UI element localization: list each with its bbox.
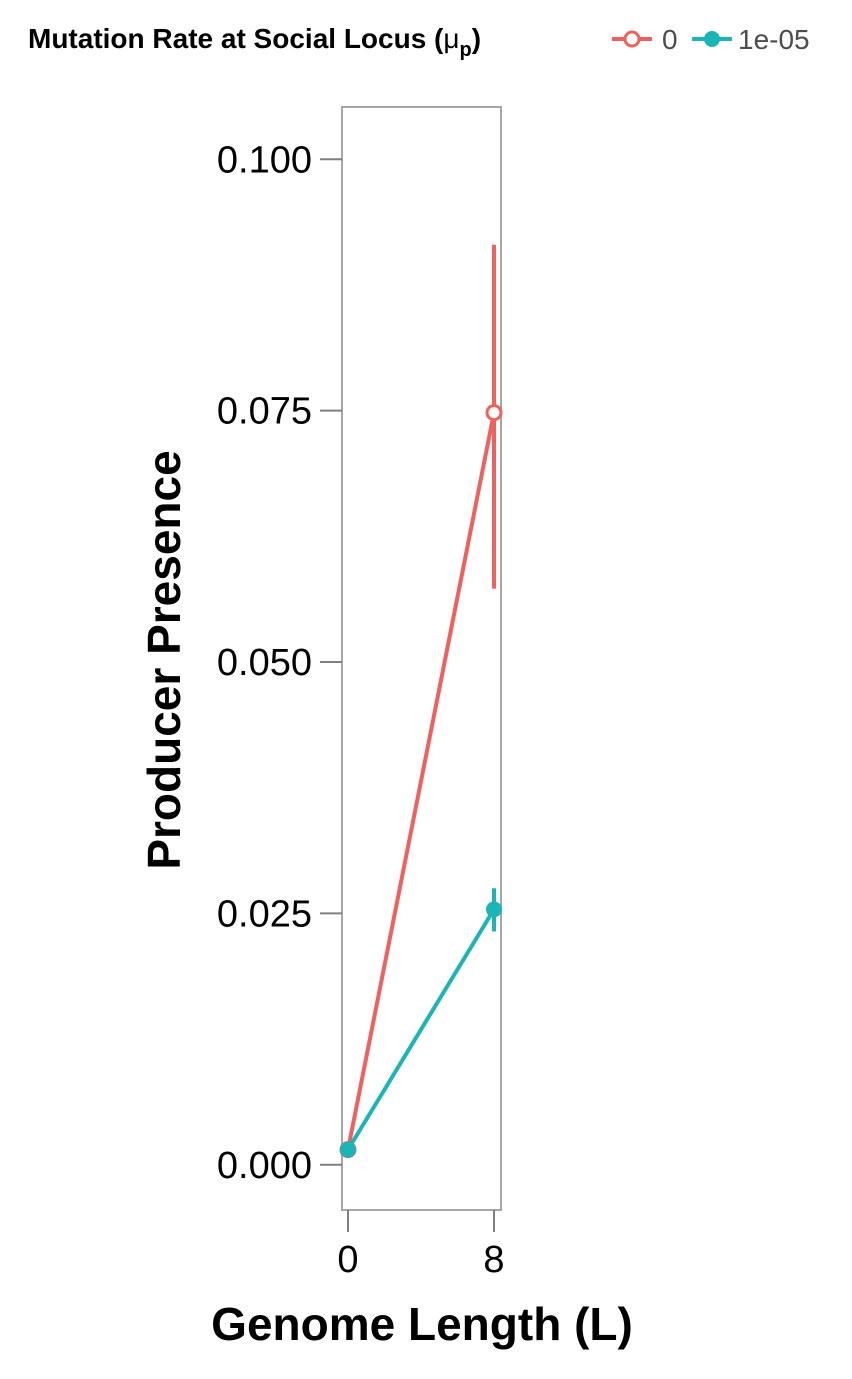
y-axis: 0.000 0.025 0.050 0.075 0.100 (217, 139, 342, 1187)
legend-key-marker (704, 31, 720, 47)
legend-title: Mutation Rate at Social Locus (μp) (28, 23, 481, 61)
x-axis-title: Genome Length (L) (211, 1298, 633, 1350)
data-point (485, 404, 503, 422)
y-tick-label: 0.000 (217, 1145, 312, 1187)
series-line (346, 908, 496, 1151)
y-axis-title: Producer Presence (138, 450, 190, 869)
data-point (486, 901, 502, 918)
legend-key-marker (623, 30, 641, 48)
legend-label: 0 (662, 24, 678, 55)
y-tick-label: 0.100 (217, 139, 312, 181)
series-1 (340, 888, 502, 1158)
y-tick-label: 0.075 (217, 391, 312, 433)
series-line (346, 412, 496, 1151)
y-tick-label: 0.050 (217, 642, 312, 684)
y-tick-label: 0.025 (217, 893, 312, 935)
series-layer (339, 244, 503, 1159)
plot-panel (341, 106, 502, 1211)
data-point (340, 1141, 356, 1158)
x-tick-label: 8 (483, 1239, 504, 1281)
legend-label: 1e-05 (738, 24, 810, 55)
legend-keys: 0 1e-05 (612, 24, 810, 55)
legend: Mutation Rate at Social Locus (μp) 0 1e-0… (28, 23, 810, 61)
x-tick-label: 0 (337, 1239, 358, 1281)
